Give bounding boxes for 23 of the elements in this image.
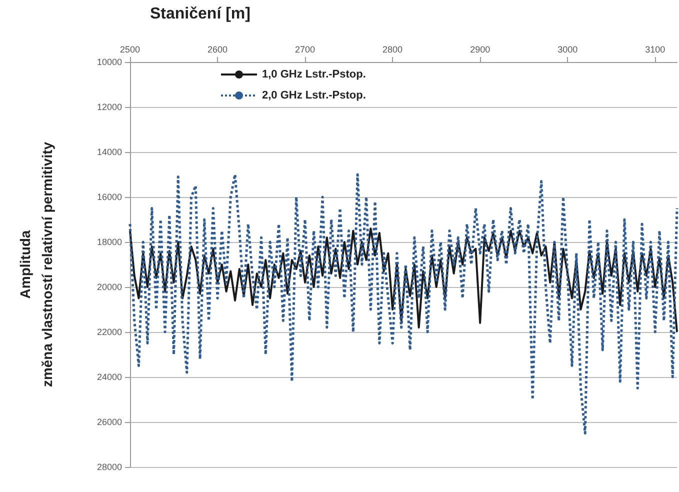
x-tick-label: 3100 [645,44,666,54]
legend-label: 1,0 GHz Lstr.-Pstop. [262,68,366,80]
line-series [128,173,678,434]
x-axis-title: Staničení [m] [150,6,250,22]
x-tick-label: 2600 [208,44,228,54]
y-tick-label: 18000 [96,237,122,247]
y-tick-label: 20000 [96,282,122,292]
legend-label: 2,0 GHz Lstr.-Pstop. [262,90,366,102]
y-axis-title: Amplituda změna vlastností relativní permitivity [17,142,55,388]
y-tick-label: 26000 [96,417,122,427]
y-tick-label: 12000 [96,102,122,112]
line-series [129,228,678,333]
y-tick-label: 22000 [96,327,122,337]
x-tick-label: 2900 [470,44,490,54]
y-tick-label: 14000 [96,147,122,157]
y-tick-label: 16000 [96,192,122,202]
x-tick-label: 2700 [295,44,316,54]
y-tick-label: 10000 [96,57,122,67]
y-tick-label: 24000 [96,372,122,382]
x-tick-label: 3000 [558,44,578,54]
y-tick-label: 28000 [96,462,122,472]
x-tick-label: 2500 [120,44,140,54]
x-tick-label: 2800 [382,44,403,54]
